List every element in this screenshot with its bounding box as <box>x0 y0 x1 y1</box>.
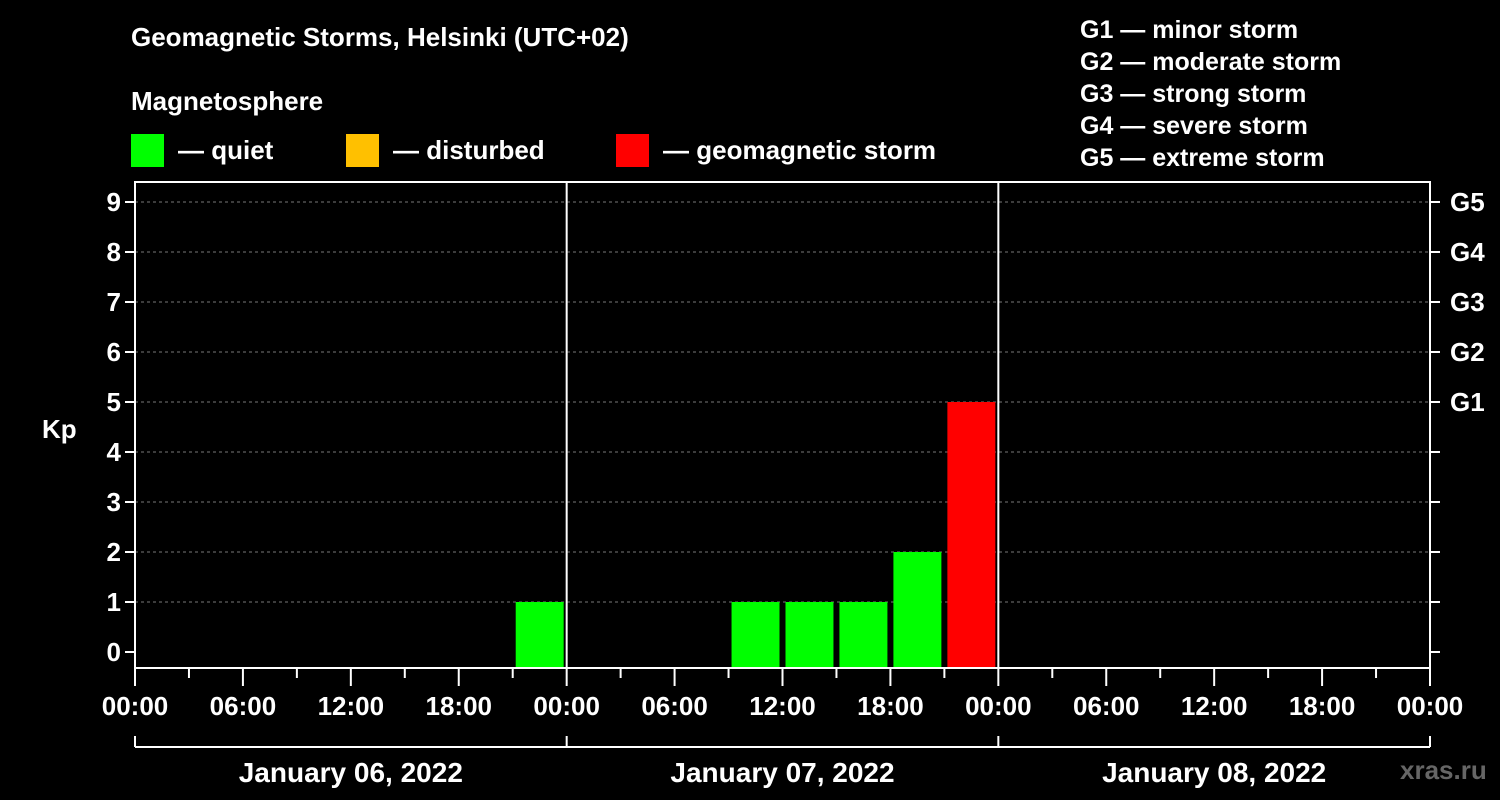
y-tick-label: 5 <box>107 387 121 417</box>
legend-swatch-storm <box>616 133 649 167</box>
y-tick-label: 9 <box>107 187 121 217</box>
chart-subtitle: Magnetosphere <box>131 86 324 116</box>
storm-level-tick-label: G4 <box>1450 237 1485 267</box>
day-label: January 07, 2022 <box>670 757 894 788</box>
storm-level-g1: G1 — minor storm <box>1080 16 1299 44</box>
x-tick-label: 06:00 <box>210 691 277 721</box>
x-tick-label: 00:00 <box>533 691 600 721</box>
legend-label-storm: — geomagnetic storm <box>663 134 937 165</box>
kp-bar <box>731 602 780 667</box>
storm-level-g2: G2 — moderate storm <box>1080 48 1342 76</box>
x-tick-label: 06:00 <box>1073 691 1140 721</box>
kp-bar <box>947 402 996 667</box>
storm-level-g3: G3 — strong storm <box>1080 80 1307 108</box>
x-tick-label: 12:00 <box>749 691 816 721</box>
y-tick-label: 3 <box>107 487 121 517</box>
x-tick-label: 00:00 <box>965 691 1032 721</box>
legend-item-storm: — geomagnetic storm <box>616 133 936 167</box>
storm-level-tick-label: G2 <box>1450 337 1485 367</box>
storm-level-legend: G1 — minor storm G2 — moderate storm G3 … <box>1080 14 1341 174</box>
x-tick-label: 18:00 <box>426 691 493 721</box>
legend-swatch-quiet <box>131 133 164 167</box>
x-tick-label: 12:00 <box>318 691 385 721</box>
x-tick-label: 18:00 <box>857 691 924 721</box>
storm-level-tick-label: G5 <box>1450 187 1485 217</box>
legend-label-quiet: — quiet <box>178 134 274 165</box>
x-tick-label: 00:00 <box>102 691 169 721</box>
kp-bar <box>515 602 564 667</box>
kp-bar <box>785 602 834 667</box>
storm-level-g5: G5 — extreme storm <box>1080 144 1325 172</box>
y-tick-label: 0 <box>107 637 121 667</box>
kp-bar <box>893 552 942 667</box>
legend-label-disturbed: — disturbed <box>393 134 545 165</box>
storm-level-tick-label: G1 <box>1450 387 1485 417</box>
plot-frame <box>134 181 1431 669</box>
y-tick-label: 6 <box>107 337 121 367</box>
x-tick-label: 18:00 <box>1289 691 1356 721</box>
kp-bar <box>839 602 888 667</box>
storm-level-g4: G4 — severe storm <box>1080 112 1308 140</box>
x-tick-label: 12:00 <box>1181 691 1248 721</box>
y-tick-label: 4 <box>107 437 122 467</box>
day-label: January 06, 2022 <box>239 757 463 788</box>
y-axis-label: Kp <box>42 414 77 444</box>
day-label: January 08, 2022 <box>1102 757 1326 788</box>
y-tick-label: 2 <box>107 537 121 567</box>
storm-level-tick-label: G3 <box>1450 287 1485 317</box>
legend-item-disturbed: — disturbed <box>346 133 545 167</box>
legend-swatch-disturbed <box>346 133 379 167</box>
y-tick-label: 7 <box>107 287 121 317</box>
chart-title: Geomagnetic Storms, Helsinki (UTC+02) <box>131 22 629 52</box>
watermark: xras.ru <box>1400 755 1487 785</box>
y-tick-label: 1 <box>107 587 121 617</box>
y-tick-label: 8 <box>107 237 121 267</box>
x-tick-label: 06:00 <box>641 691 708 721</box>
legend-item-quiet: — quiet <box>131 133 273 167</box>
x-tick-label: 00:00 <box>1397 691 1464 721</box>
